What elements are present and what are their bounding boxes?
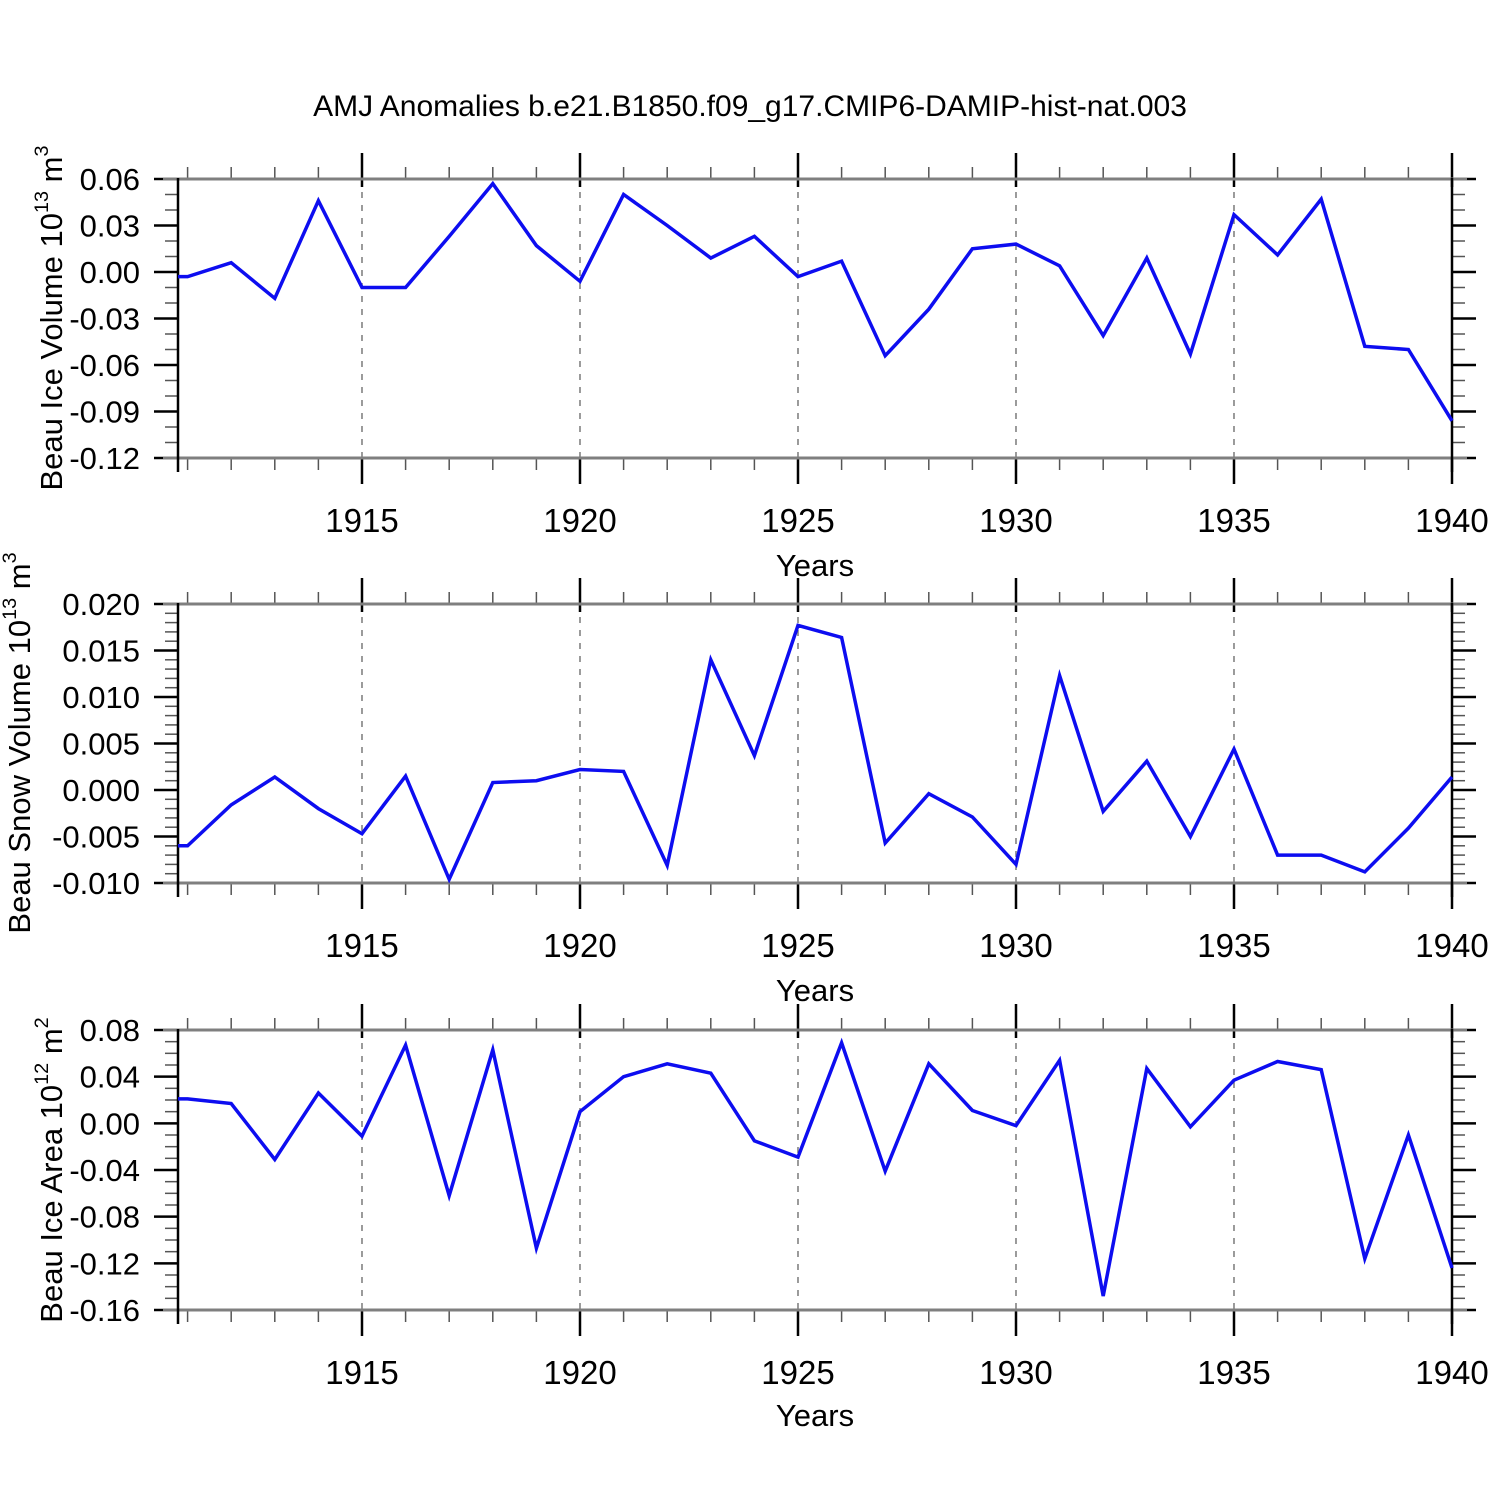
y-axis-title-exponent: 12 <box>30 1062 53 1085</box>
y-axis-title-unit: m <box>2 563 38 598</box>
y-axis-title-exponent: 13 <box>30 190 53 214</box>
x-tick-label: 1940 <box>1415 1354 1488 1391</box>
y-tick-label: 0.06 <box>80 162 140 197</box>
series-line-beau-snow-volume <box>178 623 1454 884</box>
x-tick-label: 1920 <box>543 927 616 964</box>
y-axis-title-snow-volume: Beau Snow Volume 1013 m3 <box>0 552 38 934</box>
y-axis-title-unit: m <box>34 1028 70 1063</box>
y-tick-label: -0.06 <box>69 348 140 383</box>
x-tick-label: 1930 <box>979 927 1052 964</box>
y-axis-title-exponent: 13 <box>0 597 21 620</box>
x-tick-label: 1935 <box>1197 1354 1270 1391</box>
y-tick-label: 0.03 <box>80 209 140 244</box>
y-tick-label: -0.12 <box>69 1246 140 1281</box>
y-tick-label: 0.000 <box>62 773 140 808</box>
x-tick-label: 1915 <box>325 927 398 964</box>
y-tick-label: -0.010 <box>52 866 140 901</box>
y-tick-label: 0.020 <box>62 587 140 622</box>
y-axis-title-ice-volume: Beau Ice Volume 1013 m3 <box>30 145 70 491</box>
x-axis-title-panel3: Years <box>775 1398 855 1433</box>
x-tick-label: 1930 <box>979 1354 1052 1391</box>
y-tick-label: 0.010 <box>62 680 140 715</box>
x-tick-label: 1940 <box>1415 927 1488 964</box>
y-axis-title-unit-exponent: 3 <box>30 145 53 157</box>
y-tick-label: -0.005 <box>52 820 140 855</box>
x-tick-label: 1925 <box>761 927 834 964</box>
y-tick-label: 0.00 <box>80 255 140 290</box>
panel-beau-ice-area: -0.16 -0.12 -0.08 -0.04 0.00 0.04 0.08 1915 1920… <box>69 1004 1489 1391</box>
x-tick-label: 1920 <box>543 502 616 539</box>
y-axis-title-ice-area: Beau Ice Area 1012 m2 <box>30 1017 70 1323</box>
y-tick-label: 0.00 <box>80 1106 140 1141</box>
x-tick-label: 1920 <box>543 1354 616 1391</box>
x-tick-label: 1935 <box>1197 502 1270 539</box>
y-axis-title-unit-exponent: 2 <box>30 1017 53 1029</box>
x-tick-label: 1915 <box>325 502 398 539</box>
x-tick-label: 1935 <box>1197 927 1270 964</box>
y-tick-label: -0.12 <box>69 441 140 476</box>
x-tick-label: 1930 <box>979 502 1052 539</box>
y-tick-label: -0.04 <box>69 1153 140 1188</box>
panel-beau-ice-volume: -0.12 -0.09 -0.06 -0.03 0.00 0.03 0.06 1915 1920… <box>69 153 1489 539</box>
y-axis-title-unit-exponent: 3 <box>0 552 21 564</box>
x-axis-title-panel2: Years <box>775 973 855 1008</box>
x-tick-label: 1925 <box>761 1354 834 1391</box>
x-tick-label: 1925 <box>761 502 834 539</box>
y-tick-label: -0.08 <box>69 1200 140 1235</box>
y-tick-label: -0.16 <box>69 1293 140 1328</box>
series-line-beau-ice-volume <box>178 180 1454 422</box>
y-tick-label: -0.03 <box>69 302 140 337</box>
y-tick-label: 0.015 <box>62 634 140 669</box>
y-axis-title-unit: m <box>34 156 70 191</box>
y-tick-label: -0.09 <box>69 395 140 430</box>
x-tick-label: 1915 <box>325 1354 398 1391</box>
chart-title: AMJ Anomalies b.e21.B1850.f09_g17.CMIP6-… <box>313 90 1187 123</box>
series-line-beau-ice-area <box>177 1037 1454 1297</box>
x-tick-label: 1940 <box>1415 502 1488 539</box>
panel-beau-snow-volume: -0.010 -0.005 0.000 0.005 0.010 0.015 0.020 191… <box>52 578 1489 964</box>
y-tick-label: 0.005 <box>62 727 140 762</box>
y-axis-title-text: Beau Ice Volume 10 <box>34 213 70 491</box>
y-axis-title-text: Beau Snow Volume 10 <box>2 619 38 934</box>
y-tick-label: 0.04 <box>80 1060 140 1095</box>
x-axis-title-panel1: Years <box>775 548 855 583</box>
y-tick-label: 0.08 <box>80 1013 140 1048</box>
y-axis-title-text: Beau Ice Area 10 <box>34 1084 70 1323</box>
